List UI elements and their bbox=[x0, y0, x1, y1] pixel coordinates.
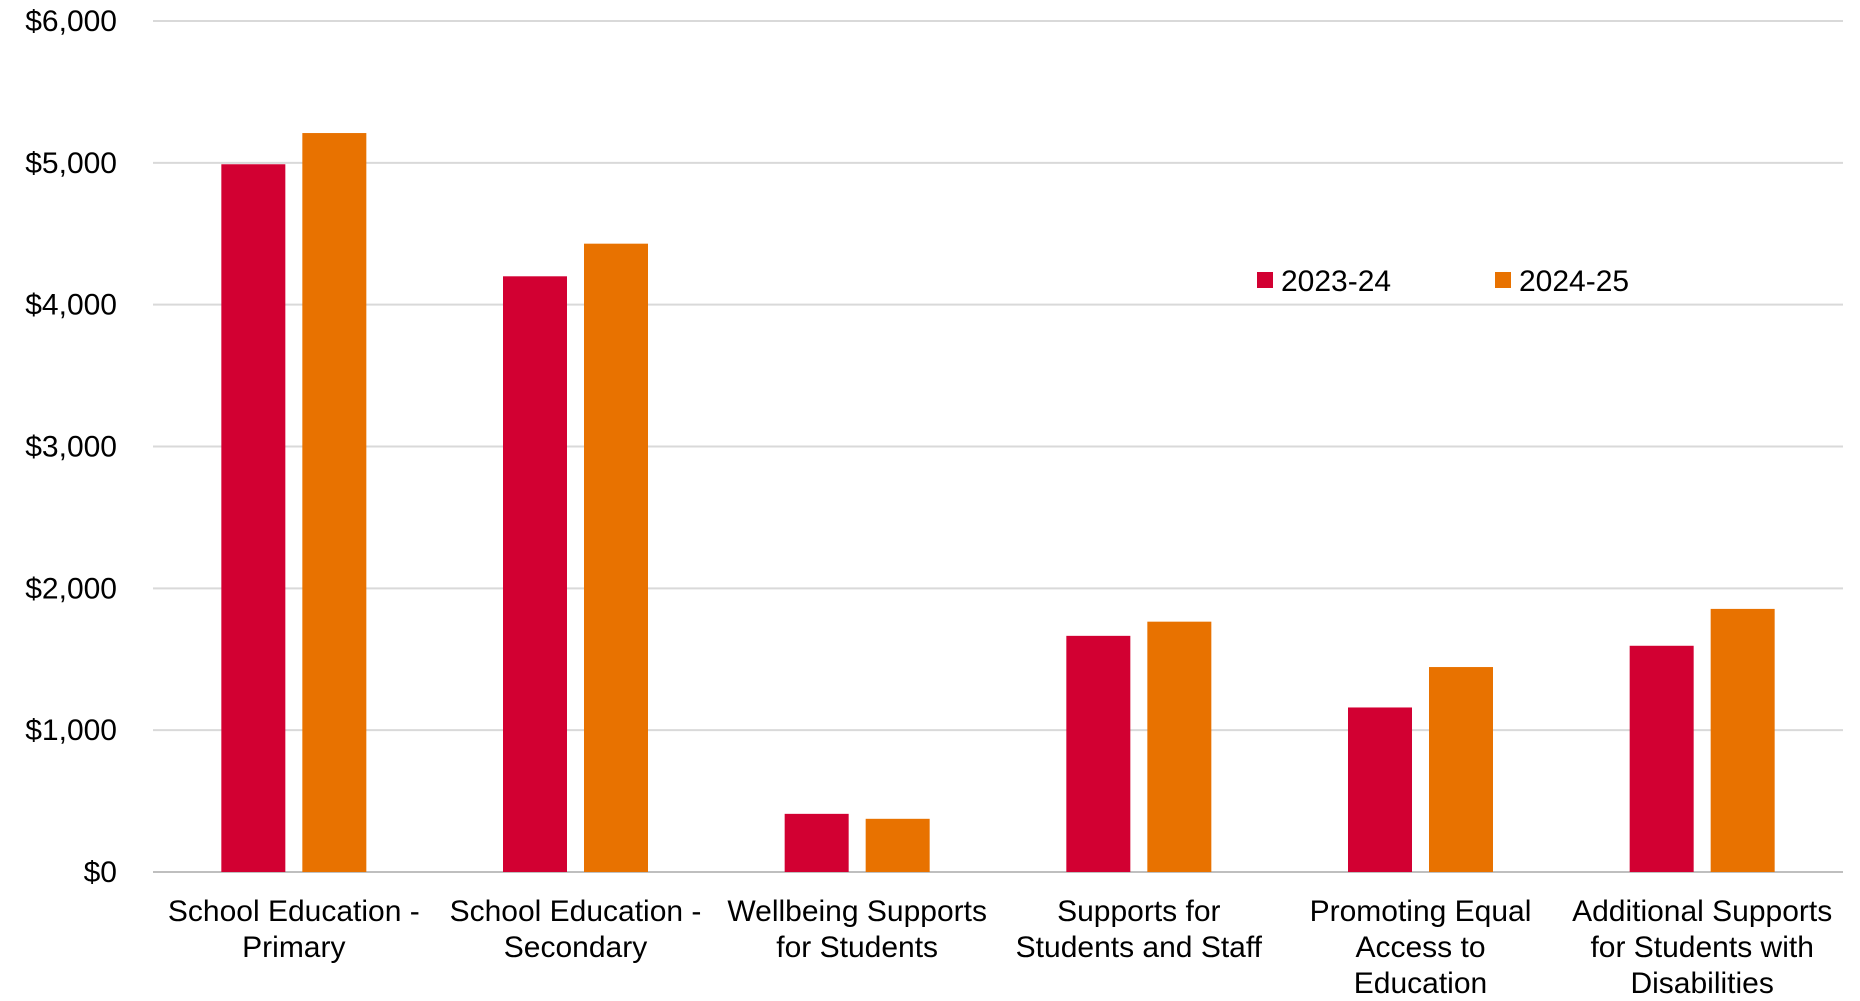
category-label: Wellbeing Supports bbox=[727, 895, 987, 928]
legend-label: 2024-25 bbox=[1519, 265, 1629, 298]
legend-swatch bbox=[1495, 272, 1511, 288]
y-tick-label: $5,000 bbox=[25, 147, 117, 180]
category-label: for Students with bbox=[1590, 931, 1813, 964]
category-label: Promoting Equal bbox=[1310, 895, 1532, 928]
category-label: School Education - bbox=[450, 895, 702, 928]
category-label: Supports for bbox=[1057, 895, 1220, 928]
bar-2024-25 bbox=[865, 818, 930, 872]
bar-2024-25 bbox=[1429, 667, 1493, 872]
bar-2023-24 bbox=[784, 813, 849, 872]
bar-2023-24 bbox=[221, 164, 286, 873]
y-tick-label: $2,000 bbox=[25, 572, 117, 605]
bar-2023-24 bbox=[1066, 635, 1131, 872]
category-label: for Students bbox=[776, 931, 938, 964]
y-tick-label: $1,000 bbox=[25, 714, 117, 747]
legend-label: 2023-24 bbox=[1281, 265, 1391, 298]
bar-2023-24 bbox=[1348, 707, 1412, 872]
bar-2024-25 bbox=[584, 243, 648, 872]
bar-2024-25 bbox=[1147, 621, 1212, 872]
category-label: Students and Staff bbox=[1016, 931, 1263, 964]
bar-2024-25 bbox=[1710, 608, 1775, 872]
category-label: Access to bbox=[1355, 931, 1485, 964]
category-label: School Education - bbox=[168, 895, 420, 928]
y-tick-label: $6,000 bbox=[25, 5, 117, 38]
category-label: Education bbox=[1354, 967, 1487, 996]
y-tick-label: $4,000 bbox=[25, 289, 117, 322]
category-label: Secondary bbox=[504, 931, 647, 964]
bar-2024-25 bbox=[302, 133, 367, 872]
legend-swatch bbox=[1257, 272, 1273, 288]
y-tick-label: $0 bbox=[84, 856, 117, 889]
bar-2023-24 bbox=[1629, 645, 1694, 872]
bar-2023-24 bbox=[503, 276, 567, 872]
category-label: Primary bbox=[242, 931, 345, 964]
category-label: Additional Supports bbox=[1572, 895, 1832, 928]
category-label: Disabilities bbox=[1630, 967, 1773, 996]
y-tick-label: $3,000 bbox=[25, 431, 117, 464]
